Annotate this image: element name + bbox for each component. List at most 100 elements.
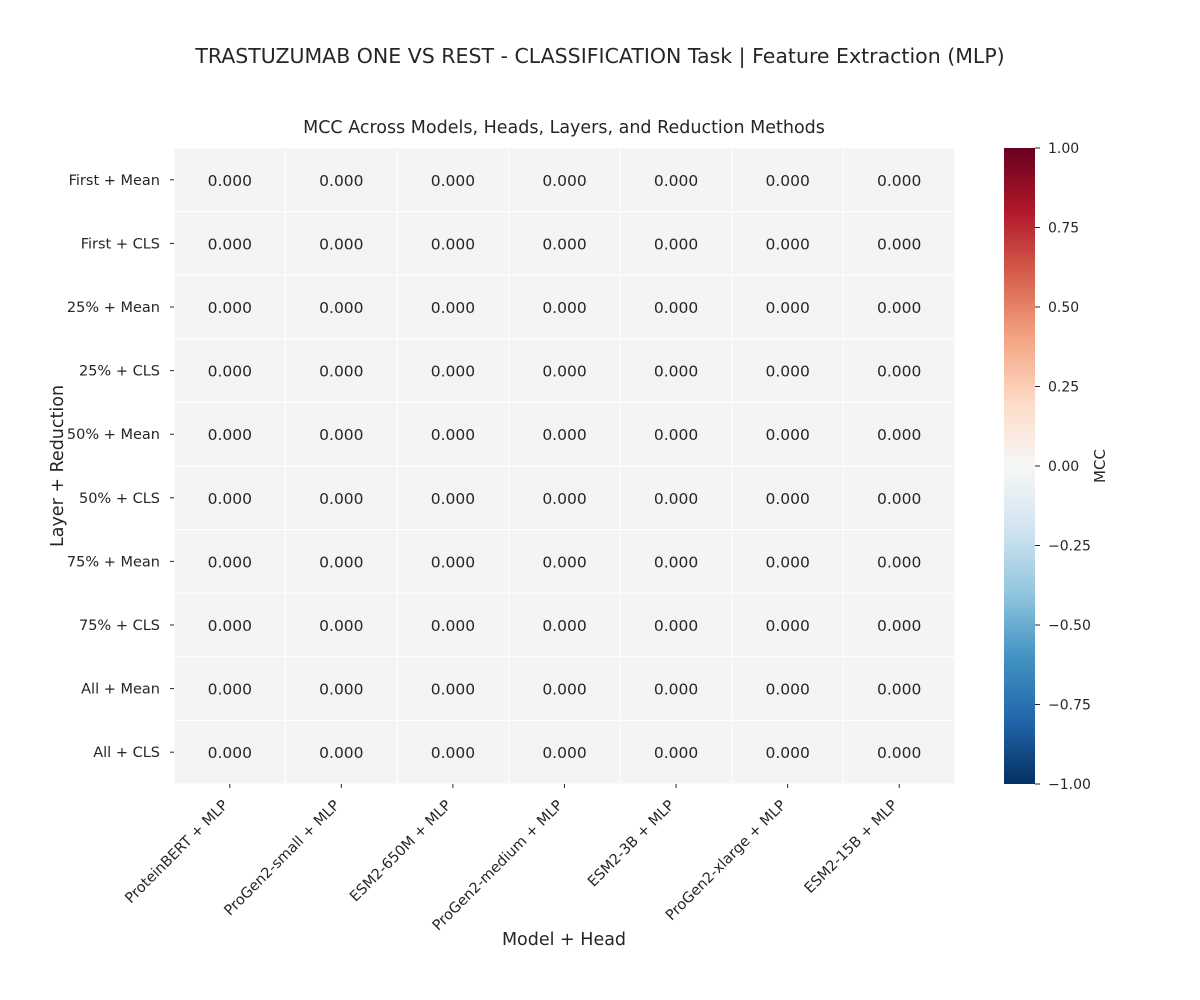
heatmap-cell (285, 529, 398, 594)
cell-value-label: 0.000 (431, 617, 475, 635)
heatmap-cell (842, 529, 956, 594)
cell-value-label: 0.000 (654, 681, 698, 699)
heatmap-cell (173, 401, 287, 467)
heatmap-cell (508, 719, 621, 785)
heatmap-cell (285, 401, 398, 467)
cell-value-label: 0.000 (431, 681, 475, 699)
heatmap-cell (731, 719, 844, 785)
cell-value-label: 0.000 (765, 235, 809, 253)
cell-value-label: 0.000 (765, 744, 809, 762)
cell-value-label: 0.000 (542, 744, 586, 762)
x-tick-label: ProteinBERT + MLP (122, 797, 231, 906)
heatmap-cell (173, 338, 287, 403)
cell-value-label: 0.000 (319, 172, 363, 190)
heatmap-cell (396, 147, 510, 213)
heatmap-cell (842, 147, 956, 213)
cell-value-label: 0.000 (765, 299, 809, 317)
colorbar-tick-label: −1.00 (1048, 777, 1091, 793)
cell-value-label: 0.000 (431, 363, 475, 381)
cell-annotations: 0.000 0.000 0.000 0.000 0.000 0.000 0.000 0.000… (208, 172, 922, 762)
heatmap-cell (508, 529, 621, 594)
heatmap-cell (396, 529, 510, 594)
x-tick-label: ESM2-3B + MLP (585, 797, 678, 890)
cell-value-label: 0.000 (208, 681, 252, 699)
cell-value-label: 0.000 (877, 299, 921, 317)
cell-value-label: 0.000 (319, 617, 363, 635)
colorbar-tick-label: 1.00 (1048, 141, 1079, 157)
heatmap-cell (285, 274, 398, 340)
heatmap-cell (396, 656, 510, 721)
heatmap-cell (508, 274, 621, 340)
y-tick-label: 50% + CLS (79, 491, 160, 507)
cell-value-label: 0.000 (431, 490, 475, 508)
heatmap-cell (619, 211, 733, 276)
cell-value-label: 0.000 (431, 744, 475, 762)
cell-value-label: 0.000 (654, 617, 698, 635)
cell-value-label: 0.000 (654, 744, 698, 762)
cell-value-label: 0.000 (765, 426, 809, 444)
y-tick-label: 50% + Mean (67, 427, 160, 443)
heatmap-cell (396, 465, 510, 531)
heatmap-cell (842, 656, 956, 721)
colorbar-tick-label: −0.75 (1048, 698, 1091, 714)
colorbar-tick-label: 0.50 (1048, 300, 1079, 316)
cell-value-label: 0.000 (765, 490, 809, 508)
y-tick-label: All + CLS (93, 745, 160, 761)
colorbar-tick-label: 0.25 (1048, 380, 1079, 396)
heatmap-cell (731, 529, 844, 594)
cell-value-label: 0.000 (765, 363, 809, 381)
cell-value-label: 0.000 (654, 426, 698, 444)
heatmap-cell (173, 719, 287, 785)
cell-value-label: 0.000 (765, 681, 809, 699)
heatmap-cell (173, 274, 287, 340)
cell-value-label: 0.000 (542, 363, 586, 381)
colorbar-tick-label: −0.25 (1048, 539, 1091, 555)
colorbar-label: MCC (1091, 449, 1109, 483)
heatmap-cell (842, 274, 956, 340)
cell-value-label: 0.000 (877, 681, 921, 699)
heatmap-cell (731, 465, 844, 531)
heatmap-cells (173, 147, 956, 785)
heatmap-cell (396, 592, 510, 658)
cell-value-label: 0.000 (208, 299, 252, 317)
heatmap-cell (842, 465, 956, 531)
cell-value-label: 0.000 (542, 681, 586, 699)
heatmap-cell (396, 338, 510, 403)
cell-value-label: 0.000 (431, 553, 475, 571)
cell-value-label: 0.000 (319, 744, 363, 762)
cell-value-label: 0.000 (431, 172, 475, 190)
heatmap-cell (173, 465, 287, 531)
heatmap-cell (173, 592, 287, 658)
heatmap-cell (396, 401, 510, 467)
cell-value-label: 0.000 (877, 235, 921, 253)
cell-value-label: 0.000 (654, 490, 698, 508)
cell-value-label: 0.000 (431, 235, 475, 253)
heatmap-cell (285, 147, 398, 213)
heatmap-cell (842, 338, 956, 403)
cell-value-label: 0.000 (542, 426, 586, 444)
cell-value-label: 0.000 (877, 744, 921, 762)
heatmap-cell (396, 211, 510, 276)
heatmap-cell (285, 719, 398, 785)
cell-value-label: 0.000 (208, 744, 252, 762)
cell-value-label: 0.000 (319, 299, 363, 317)
cell-value-label: 0.000 (877, 553, 921, 571)
x-tick-label: ProGen2-xlarge + MLP (663, 797, 790, 924)
cell-value-label: 0.000 (208, 235, 252, 253)
heatmap-cell (619, 719, 733, 785)
cell-value-label: 0.000 (319, 681, 363, 699)
x-axis-label: Model + Head (502, 930, 626, 950)
colorbar-tick-label: −0.50 (1048, 618, 1091, 634)
x-tick-label: ProGen2-small + MLP (221, 797, 343, 919)
heatmap-cell (619, 274, 733, 340)
heatmap-cell (731, 592, 844, 658)
y-tick-label: 25% + CLS (79, 364, 160, 380)
cell-value-label: 0.000 (542, 617, 586, 635)
heatmap-cell (731, 656, 844, 721)
heatmap-cell (731, 211, 844, 276)
cell-value-label: 0.000 (319, 426, 363, 444)
cell-value-label: 0.000 (654, 172, 698, 190)
heatmap-cell (285, 592, 398, 658)
heatmap-cell (285, 656, 398, 721)
heatmap-cell (842, 719, 956, 785)
